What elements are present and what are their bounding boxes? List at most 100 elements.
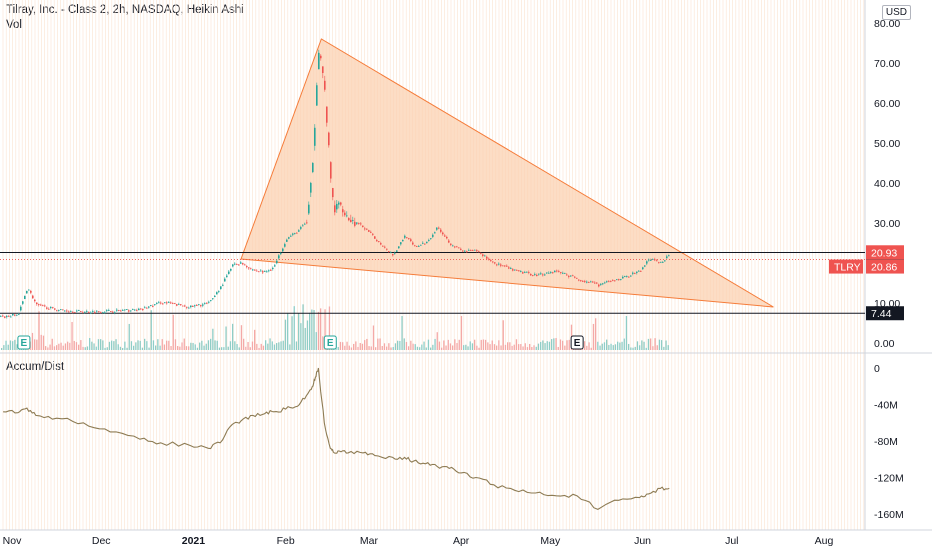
candle-body	[514, 269, 516, 271]
candle-body	[404, 235, 406, 238]
candle-body	[386, 248, 388, 250]
volume-bar	[12, 341, 14, 350]
candle-body	[660, 261, 662, 263]
candle-body	[324, 80, 326, 90]
volume-bar	[328, 306, 331, 350]
volume-bar	[346, 341, 348, 350]
volume-bar	[476, 345, 478, 350]
candle-body	[348, 218, 350, 221]
volume-bar	[284, 319, 287, 350]
candle-body	[78, 310, 80, 311]
candle-body	[358, 222, 360, 224]
candle-body	[138, 308, 140, 311]
candle-body	[584, 281, 586, 282]
candle-body	[530, 273, 532, 276]
candle-body	[634, 273, 636, 275]
candle-body	[556, 270, 558, 272]
candle-body	[280, 253, 282, 255]
candle-body	[488, 258, 490, 260]
volume-bar	[119, 346, 122, 350]
volume-bar	[278, 342, 280, 350]
volume-bar	[243, 338, 245, 350]
candle-body	[8, 316, 10, 317]
volume-bar	[240, 325, 243, 350]
candle-body	[612, 280, 614, 282]
volume-bar	[377, 338, 379, 350]
candle-body	[480, 252, 482, 254]
candle-body	[406, 237, 408, 239]
candle-body	[546, 272, 548, 274]
candle-body	[456, 246, 458, 248]
volume-bar	[40, 334, 42, 350]
candle-body	[462, 250, 464, 252]
candle-body	[118, 310, 120, 311]
volume-bar	[51, 338, 53, 350]
volume-bar	[190, 342, 192, 350]
candle-body	[316, 85, 318, 106]
candle-body	[288, 237, 290, 239]
candle-body	[174, 303, 176, 305]
candle-body	[538, 273, 540, 275]
candle-body	[476, 250, 478, 252]
volume-bar	[663, 346, 665, 350]
volume-bar	[302, 304, 304, 350]
volume-bar	[95, 346, 97, 350]
volume-bar	[401, 315, 403, 350]
volume-bar	[9, 340, 12, 350]
volume-bar	[108, 341, 111, 350]
volume-bar	[612, 345, 614, 350]
triangle-pattern	[240, 38, 774, 308]
volume-bar	[386, 346, 388, 350]
volume-bar	[214, 340, 216, 350]
time-axis-tick: Dec	[92, 535, 111, 547]
volume-bar	[542, 340, 544, 350]
volume-bar	[150, 310, 152, 350]
candle-body	[168, 302, 170, 304]
volume-bar	[86, 346, 89, 350]
volume-bar	[599, 345, 601, 350]
volume-bar	[192, 342, 194, 350]
price-axis-tick: 40.00	[874, 178, 900, 190]
volume-bar	[313, 310, 315, 350]
candle-body	[666, 256, 668, 259]
candle-body	[64, 310, 66, 312]
candle-body	[446, 236, 448, 239]
volume-bar	[498, 340, 500, 350]
candle-body	[0, 316, 2, 318]
candle-body	[364, 228, 366, 230]
volume-bar	[205, 343, 207, 350]
currency-button[interactable]: USD	[881, 5, 911, 20]
volume-bar	[3, 345, 5, 350]
volume-bar	[210, 338, 212, 350]
candle-body	[180, 304, 182, 305]
volume-bar	[225, 326, 227, 350]
candle-body	[242, 263, 244, 265]
volume-bar	[537, 343, 540, 350]
candle-body	[252, 269, 254, 271]
price-axis-tick: 60.00	[874, 98, 900, 110]
candle-body	[432, 234, 434, 237]
earnings-marker-label: E	[21, 338, 28, 349]
volume-bar	[601, 343, 603, 350]
volume-bar	[608, 344, 610, 350]
volume-bar	[181, 342, 183, 350]
volume-bar	[320, 308, 322, 350]
volume-bar	[639, 345, 641, 350]
volume-bar	[67, 341, 69, 350]
volume-bar	[496, 345, 498, 350]
volume-bar	[117, 344, 119, 350]
candle-body	[360, 223, 362, 225]
candle-body	[350, 219, 352, 223]
volume-bar	[656, 345, 658, 350]
candle-body	[92, 311, 94, 312]
candle-body	[304, 223, 306, 225]
volume-bar	[518, 344, 520, 350]
candle-body	[428, 239, 430, 241]
candle-body	[600, 283, 602, 285]
volume-bar	[111, 340, 113, 350]
candle-body	[172, 303, 174, 305]
candle-body	[76, 310, 78, 312]
time-axis-tick: Apr	[453, 535, 470, 547]
volume-bar	[449, 343, 452, 350]
